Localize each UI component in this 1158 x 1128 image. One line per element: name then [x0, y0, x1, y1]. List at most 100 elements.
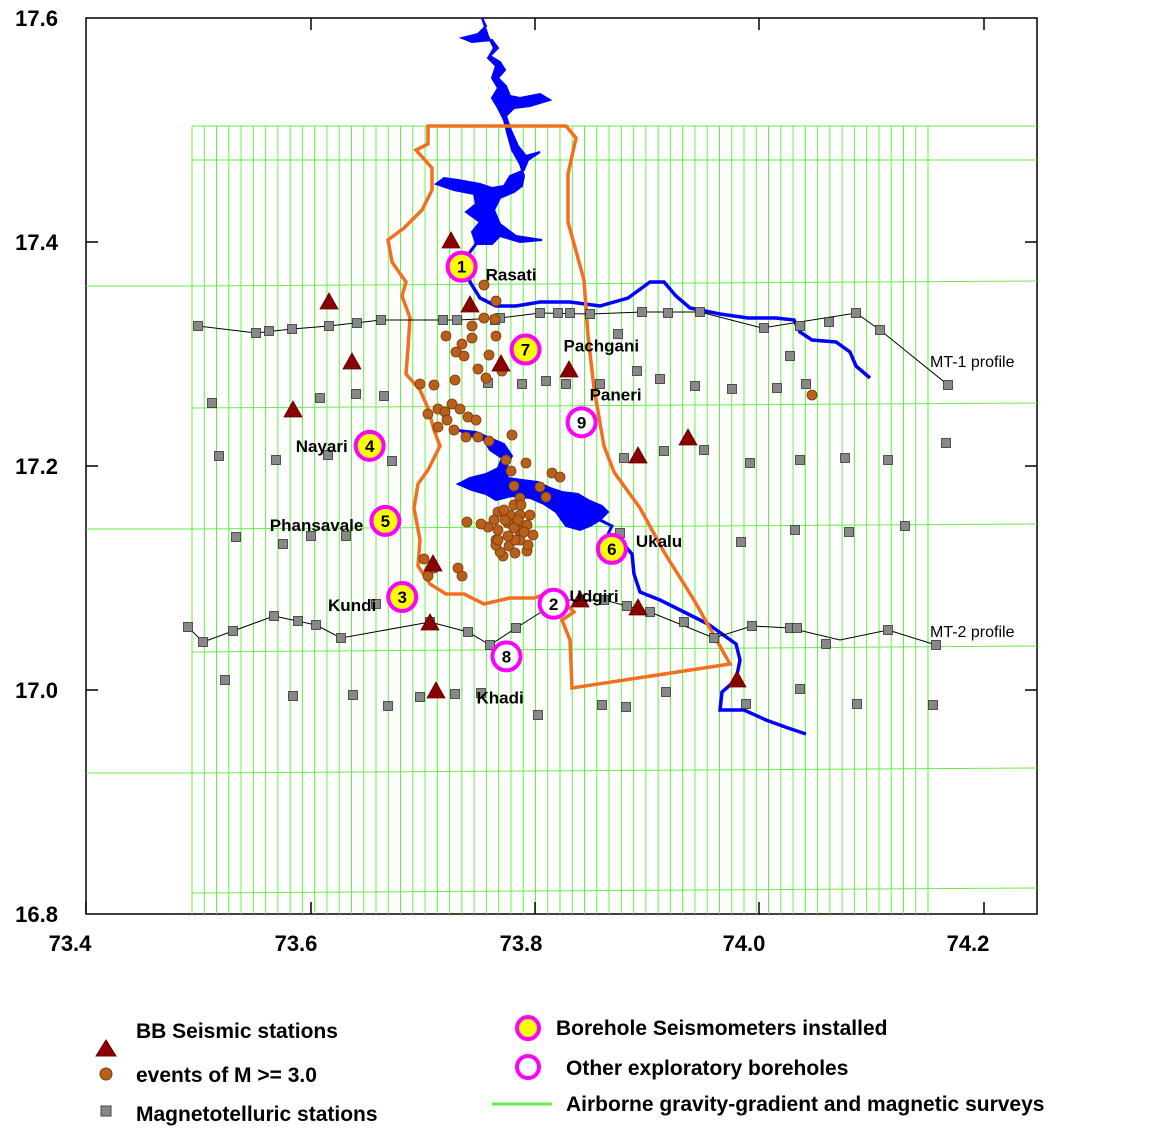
y-axis: 17.6 17.4 17.2 17.0 16.8: [15, 6, 1037, 927]
mt-station-marker: [792, 623, 802, 633]
seismic-event-dot: [524, 509, 536, 521]
mt-station-marker: [463, 627, 473, 637]
seismic-event-dot: [505, 465, 517, 477]
mt-station-marker: [695, 307, 705, 317]
bb-seismic-station-marker: [426, 681, 446, 699]
mt-station-marker: [293, 616, 303, 626]
seismic-event-dot: [522, 539, 534, 551]
mt-station-marker: [323, 450, 333, 460]
mt-station-marker: [727, 384, 737, 394]
mt-station-marker: [251, 328, 261, 338]
borehole-number: 3: [397, 588, 406, 607]
bb-seismic-stations: [283, 231, 747, 699]
bb-seismic-station-marker: [678, 428, 698, 446]
borehole-number: 8: [502, 647, 511, 666]
seismic-event-dot: [441, 414, 453, 426]
mt-station-marker: [619, 453, 629, 463]
seismic-event-dot: [449, 374, 461, 386]
borehole-name-label: Rasati: [486, 266, 537, 285]
borehole-7: 7 Pachgani: [509, 333, 639, 366]
seismic-event-dot: [472, 363, 484, 375]
borehole-number: 1: [457, 258, 466, 277]
seismic-events: [414, 279, 818, 582]
survey-line: [191, 523, 1037, 530]
mt-station-marker: [595, 379, 605, 389]
seismic-event-dot: [499, 514, 511, 526]
mt-station-marker: [278, 539, 288, 549]
legend-square-icon: [100, 1105, 112, 1117]
mt-station-marker: [315, 393, 325, 403]
borehole-installed-marker: [386, 581, 419, 614]
seismic-event-dot: [490, 330, 502, 342]
warna-reservoir-arm: [599, 518, 615, 535]
mt-station-marker: [795, 455, 805, 465]
borehole-number: 5: [381, 512, 390, 531]
seismic-event-dot: [478, 279, 490, 291]
borehole-6: 6 Ukalu: [595, 532, 682, 565]
bb-seismic-station-marker: [727, 670, 747, 688]
bb-seismic-station-marker: [342, 352, 362, 370]
x-tick-label: 74.2: [947, 931, 990, 956]
seismic-event-dot: [520, 457, 532, 469]
mt-station-marker: [900, 521, 910, 531]
borehole-number: 7: [521, 341, 530, 360]
borehole-3: 3 Kundi: [328, 581, 419, 615]
seismic-event-dot: [506, 429, 518, 441]
seismic-event-dot: [466, 332, 478, 344]
mt-station-marker: [632, 366, 642, 376]
seismic-event-dot: [480, 372, 492, 384]
seismic-event-dot: [460, 431, 472, 443]
mt-station-marker: [597, 700, 607, 710]
seismic-event-dot: [492, 534, 504, 546]
river-south: [616, 536, 807, 736]
mt-station-marker: [621, 702, 631, 712]
x-axis: 73.4 73.6 73.8 74.0 74.2: [49, 18, 990, 956]
river-north: [464, 261, 872, 380]
survey-line: [191, 767, 1037, 774]
seismic-event-dot: [432, 421, 444, 433]
borehole-name-label: Ukalu: [636, 532, 682, 551]
mt-station-marker: [795, 684, 805, 694]
mt-station-marker: [851, 308, 861, 318]
mt-station-marker: [376, 315, 386, 325]
mt-station-marker: [565, 308, 575, 318]
legend: BB Seismic stations events of M >= 3.0 M…: [95, 1015, 1044, 1126]
borehole-installed-marker: [369, 504, 402, 537]
mt-station-marker: [264, 326, 274, 336]
borehole-exploratory-marker: [565, 406, 598, 439]
mt-station-marker: [661, 687, 671, 697]
borehole-installed-marker: [509, 333, 542, 366]
mt-station-marker: [379, 391, 389, 401]
mt-station-marker: [341, 531, 351, 541]
x-tick-label: 74.0: [723, 931, 766, 956]
mt-station-marker: [941, 438, 951, 448]
seismic-event-dot: [483, 349, 495, 361]
seismic-event-dot: [454, 403, 466, 415]
mt-station-marker: [709, 633, 719, 643]
mt-station-marker: [747, 621, 757, 631]
mt-station-marker: [931, 640, 941, 650]
study-area-boundary: [386, 124, 733, 691]
borehole-number: 9: [577, 413, 586, 432]
mt-station-marker: [207, 398, 217, 408]
mt-station-marker: [485, 640, 495, 650]
mt-station-marker: [561, 379, 571, 389]
borehole-number: 2: [549, 595, 558, 614]
seismic-event-dot: [466, 320, 478, 332]
mt-station-marker: [288, 691, 298, 701]
x-tick-label: 73.4: [49, 931, 93, 956]
mt-station-marker: [795, 321, 805, 331]
mt-station-marker: [371, 599, 381, 609]
bb-seismic-station-marker: [319, 292, 339, 310]
mt-station-marker: [690, 381, 700, 391]
seismic-event-dot: [806, 389, 818, 401]
bb-seismic-station-marker: [628, 598, 648, 616]
bb-seismic-station-marker: [460, 295, 480, 313]
mt-station-marker: [772, 383, 782, 393]
borehole-name-label: Nayari: [296, 437, 348, 456]
mt-station-marker: [183, 622, 193, 632]
seismic-event-dot: [483, 435, 495, 447]
profile-label-mt2: MT-2 profile: [930, 624, 1015, 641]
seismic-event-dot: [498, 504, 510, 516]
mt-station-marker: [198, 637, 208, 647]
